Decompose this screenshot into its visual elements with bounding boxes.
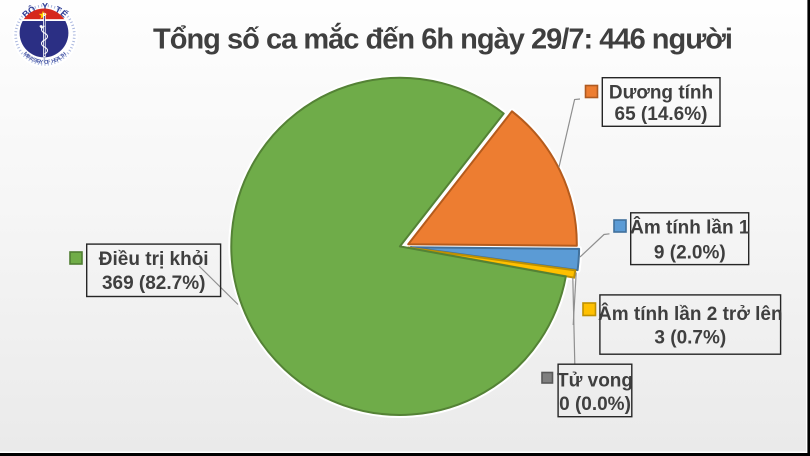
- svg-text:65 (14.6%): 65 (14.6%): [615, 104, 708, 125]
- svg-text:3 (0.7%): 3 (0.7%): [654, 328, 726, 349]
- svg-text:Ộ: Ộ: [26, 3, 37, 16]
- svg-text:0 (0.0%): 0 (0.0%): [559, 394, 631, 415]
- svg-text:Âm tính lần 1: Âm tính lần 1: [630, 217, 750, 239]
- svg-text:Âm tính lần 2 trở lên: Âm tính lần 2 trở lên: [598, 303, 783, 325]
- svg-text:Y: Y: [42, 2, 48, 12]
- svg-text:I: I: [25, 54, 30, 60]
- svg-text:R: R: [36, 59, 41, 66]
- svg-text:Tử vong: Tử vong: [557, 370, 633, 391]
- svg-text:M: M: [22, 51, 30, 59]
- svg-text:9 (2.0%): 9 (2.0%): [654, 243, 726, 264]
- svg-text:Điều trị khỏi: Điều trị khỏi: [99, 249, 209, 270]
- svg-text:T: T: [54, 4, 64, 16]
- svg-text:A: A: [55, 56, 61, 63]
- svg-text:N: N: [26, 54, 33, 61]
- svg-text:Y: Y: [39, 59, 44, 65]
- svg-text:369 (82.7%): 369 (82.7%): [102, 273, 206, 294]
- svg-text:E: E: [53, 57, 59, 64]
- svg-text:T: T: [34, 58, 40, 65]
- svg-text:F: F: [47, 59, 52, 65]
- svg-text:I: I: [30, 56, 35, 62]
- svg-text:H: H: [61, 51, 68, 58]
- svg-text:Ế: Ế: [58, 8, 69, 19]
- svg-text:O: O: [44, 60, 49, 66]
- svg-text:Dương tính: Dương tính: [609, 82, 713, 103]
- svg-text:T: T: [59, 53, 66, 60]
- svg-text:L: L: [57, 54, 64, 61]
- svg-text:H: H: [51, 58, 57, 65]
- svg-text:S: S: [31, 57, 37, 64]
- svg-text:B: B: [20, 8, 32, 20]
- svg-text:Tổng số ca mắc đến 6h ngày 29/: Tổng số ca mắc đến 6h ngày 29/7: 446 ngư…: [153, 22, 732, 56]
